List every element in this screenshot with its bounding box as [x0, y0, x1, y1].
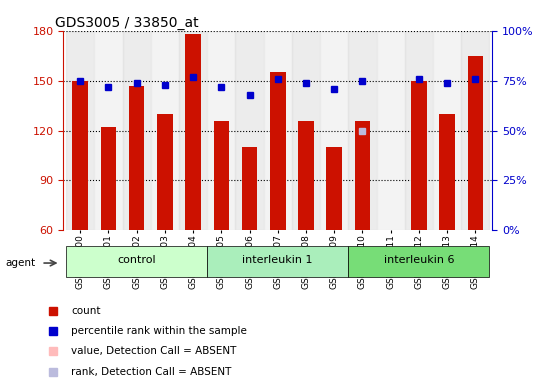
- FancyBboxPatch shape: [66, 246, 207, 276]
- Bar: [320, 31, 348, 230]
- Bar: [101, 127, 116, 230]
- Bar: [468, 56, 483, 230]
- Bar: [94, 31, 123, 230]
- Bar: [348, 31, 377, 230]
- Bar: [405, 31, 433, 230]
- Text: control: control: [117, 255, 156, 265]
- Bar: [66, 31, 94, 230]
- Text: GDS3005 / 33850_at: GDS3005 / 33850_at: [54, 16, 199, 30]
- Bar: [185, 34, 201, 230]
- Bar: [179, 31, 207, 230]
- Bar: [129, 86, 145, 230]
- Bar: [377, 31, 405, 230]
- Bar: [355, 121, 370, 230]
- Bar: [263, 31, 292, 230]
- Bar: [242, 147, 257, 230]
- Bar: [123, 31, 151, 230]
- Bar: [439, 114, 455, 230]
- Bar: [213, 121, 229, 230]
- Text: interleukin 6: interleukin 6: [383, 255, 454, 265]
- Bar: [235, 31, 263, 230]
- Text: percentile rank within the sample: percentile rank within the sample: [71, 326, 247, 336]
- Bar: [151, 31, 179, 230]
- Text: count: count: [71, 306, 101, 316]
- Text: agent: agent: [6, 258, 36, 268]
- Bar: [433, 31, 461, 230]
- Bar: [298, 121, 314, 230]
- FancyBboxPatch shape: [348, 246, 490, 276]
- Bar: [327, 147, 342, 230]
- Text: interleukin 1: interleukin 1: [243, 255, 313, 265]
- FancyBboxPatch shape: [207, 246, 348, 276]
- Bar: [292, 31, 320, 230]
- Bar: [73, 81, 88, 230]
- Text: rank, Detection Call = ABSENT: rank, Detection Call = ABSENT: [71, 367, 232, 377]
- Bar: [270, 72, 285, 230]
- Text: value, Detection Call = ABSENT: value, Detection Call = ABSENT: [71, 346, 236, 356]
- Bar: [157, 114, 173, 230]
- Bar: [207, 31, 235, 230]
- Bar: [461, 31, 490, 230]
- Bar: [411, 81, 427, 230]
